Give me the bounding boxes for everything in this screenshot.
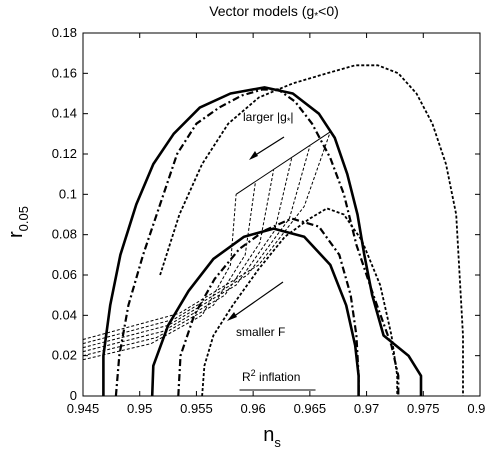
x-axis-label: ns	[263, 424, 281, 450]
x-tick-label: 0.965	[294, 401, 327, 416]
y-tick-label: 0	[70, 388, 77, 403]
trajectory-start-line	[235, 131, 331, 195]
confidence-contours	[102, 64, 464, 397]
axis-ticks	[82, 32, 481, 397]
plot-frame	[82, 32, 481, 397]
y-tick-label: 0.12	[52, 146, 77, 161]
contour-dashdot	[114, 88, 400, 397]
trajectory-line	[82, 157, 293, 349]
smaller-f-arrow	[227, 281, 284, 321]
y-tick-label: 0.08	[52, 227, 77, 242]
y-tick-label: 0.18	[52, 25, 77, 40]
x-tick-label: 0.96	[240, 401, 265, 416]
model-trajectories	[82, 131, 331, 361]
x-tick-label: 0.945	[67, 401, 100, 416]
x-tick-labels: 0.945 0.95 0.955 0.96 0.965 0.97 0.975 0.98	[67, 401, 485, 416]
contour-dotted	[201, 207, 399, 397]
x-tick-label: 0.98	[467, 401, 485, 416]
larger-g-annotation: larger |g*|	[243, 110, 293, 126]
x-tick-label: 0.97	[354, 401, 379, 416]
smaller-f-annotation: smaller F	[236, 325, 285, 339]
y-tick-label: 0.1	[59, 186, 77, 201]
x-tick-label: 0.95	[127, 401, 152, 416]
trajectory-line	[82, 182, 256, 357]
y-tick-labels: 0 0.02 0.04 0.06 0.08 0.1 0.12 0.14 0.16 0.18	[52, 25, 77, 403]
y-tick-label: 0.16	[52, 65, 77, 80]
trajectory-line	[82, 170, 275, 353]
r2-inflation-label: R2 inflation	[242, 368, 300, 384]
y-tick-label: 0.06	[52, 267, 77, 282]
trajectory-line	[82, 131, 331, 340]
y-tick-label: 0.14	[52, 106, 77, 121]
trajectory-line	[82, 145, 311, 345]
y-axis-label: r0.05	[5, 206, 31, 238]
contour-dashdot	[177, 217, 360, 397]
contour-solid	[102, 86, 423, 396]
y-tick-label: 0.04	[52, 307, 77, 322]
contour-dotted	[159, 64, 464, 396]
trajectory-line	[82, 194, 237, 361]
x-tick-label: 0.955	[180, 401, 213, 416]
y-tick-label: 0.02	[52, 348, 77, 363]
x-tick-label: 0.975	[407, 401, 440, 416]
larger-g-arrow	[249, 136, 285, 160]
chart-title: Vector models (g*<0)	[209, 3, 339, 22]
